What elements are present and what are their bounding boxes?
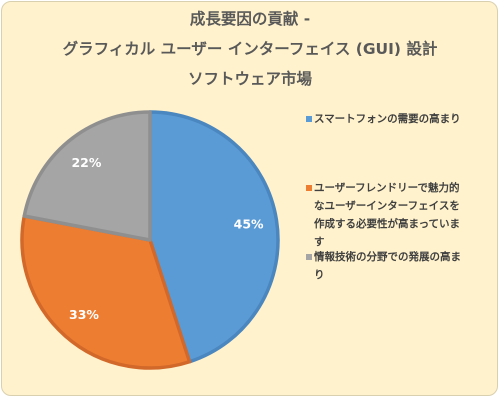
legend-swatch-user-friendly-ui [306,185,312,191]
data-label-smartphone-demand: 45% [234,216,264,231]
chart-title-line-3: ソフトウェア市場 [187,70,312,88]
pie-slice-it-development [22,110,152,242]
legend-label-smartphone-demand: スマートフォンの需要の高まり [314,113,461,125]
data-label-user-friendly-ui: 33% [69,307,99,322]
legend-swatch-it-development [306,254,312,260]
data-label-it-development: 22% [71,155,101,170]
legend-item-user-friendly-ui: ユーザーフレンドリーで魅力的なユーザーインターフェイスを作成する必要性が高まって… [306,179,466,251]
chart-title-line-2: グラフィカル ユーザー インターフェイス (GUI) 設計 [62,40,438,58]
legend-item-smartphone-demand: スマートフォンの需要の高まり [306,110,466,128]
chart-title-line-1: 成長要因の貢献 - [189,10,311,28]
legend-item-it-development: 情報技術の分野での発展の高まり [306,248,466,284]
legend-label-user-friendly-ui: ユーザーフレンドリーで魅力的なユーザーインターフェイスを作成する必要性が高まって… [314,182,461,248]
pie-slice-smartphone-demand [148,110,280,364]
pie-slice-user-friendly-ui [20,214,192,370]
legend-swatch-smartphone-demand [306,116,312,122]
legend-label-it-development: 情報技術の分野での発展の高まり [314,251,461,281]
